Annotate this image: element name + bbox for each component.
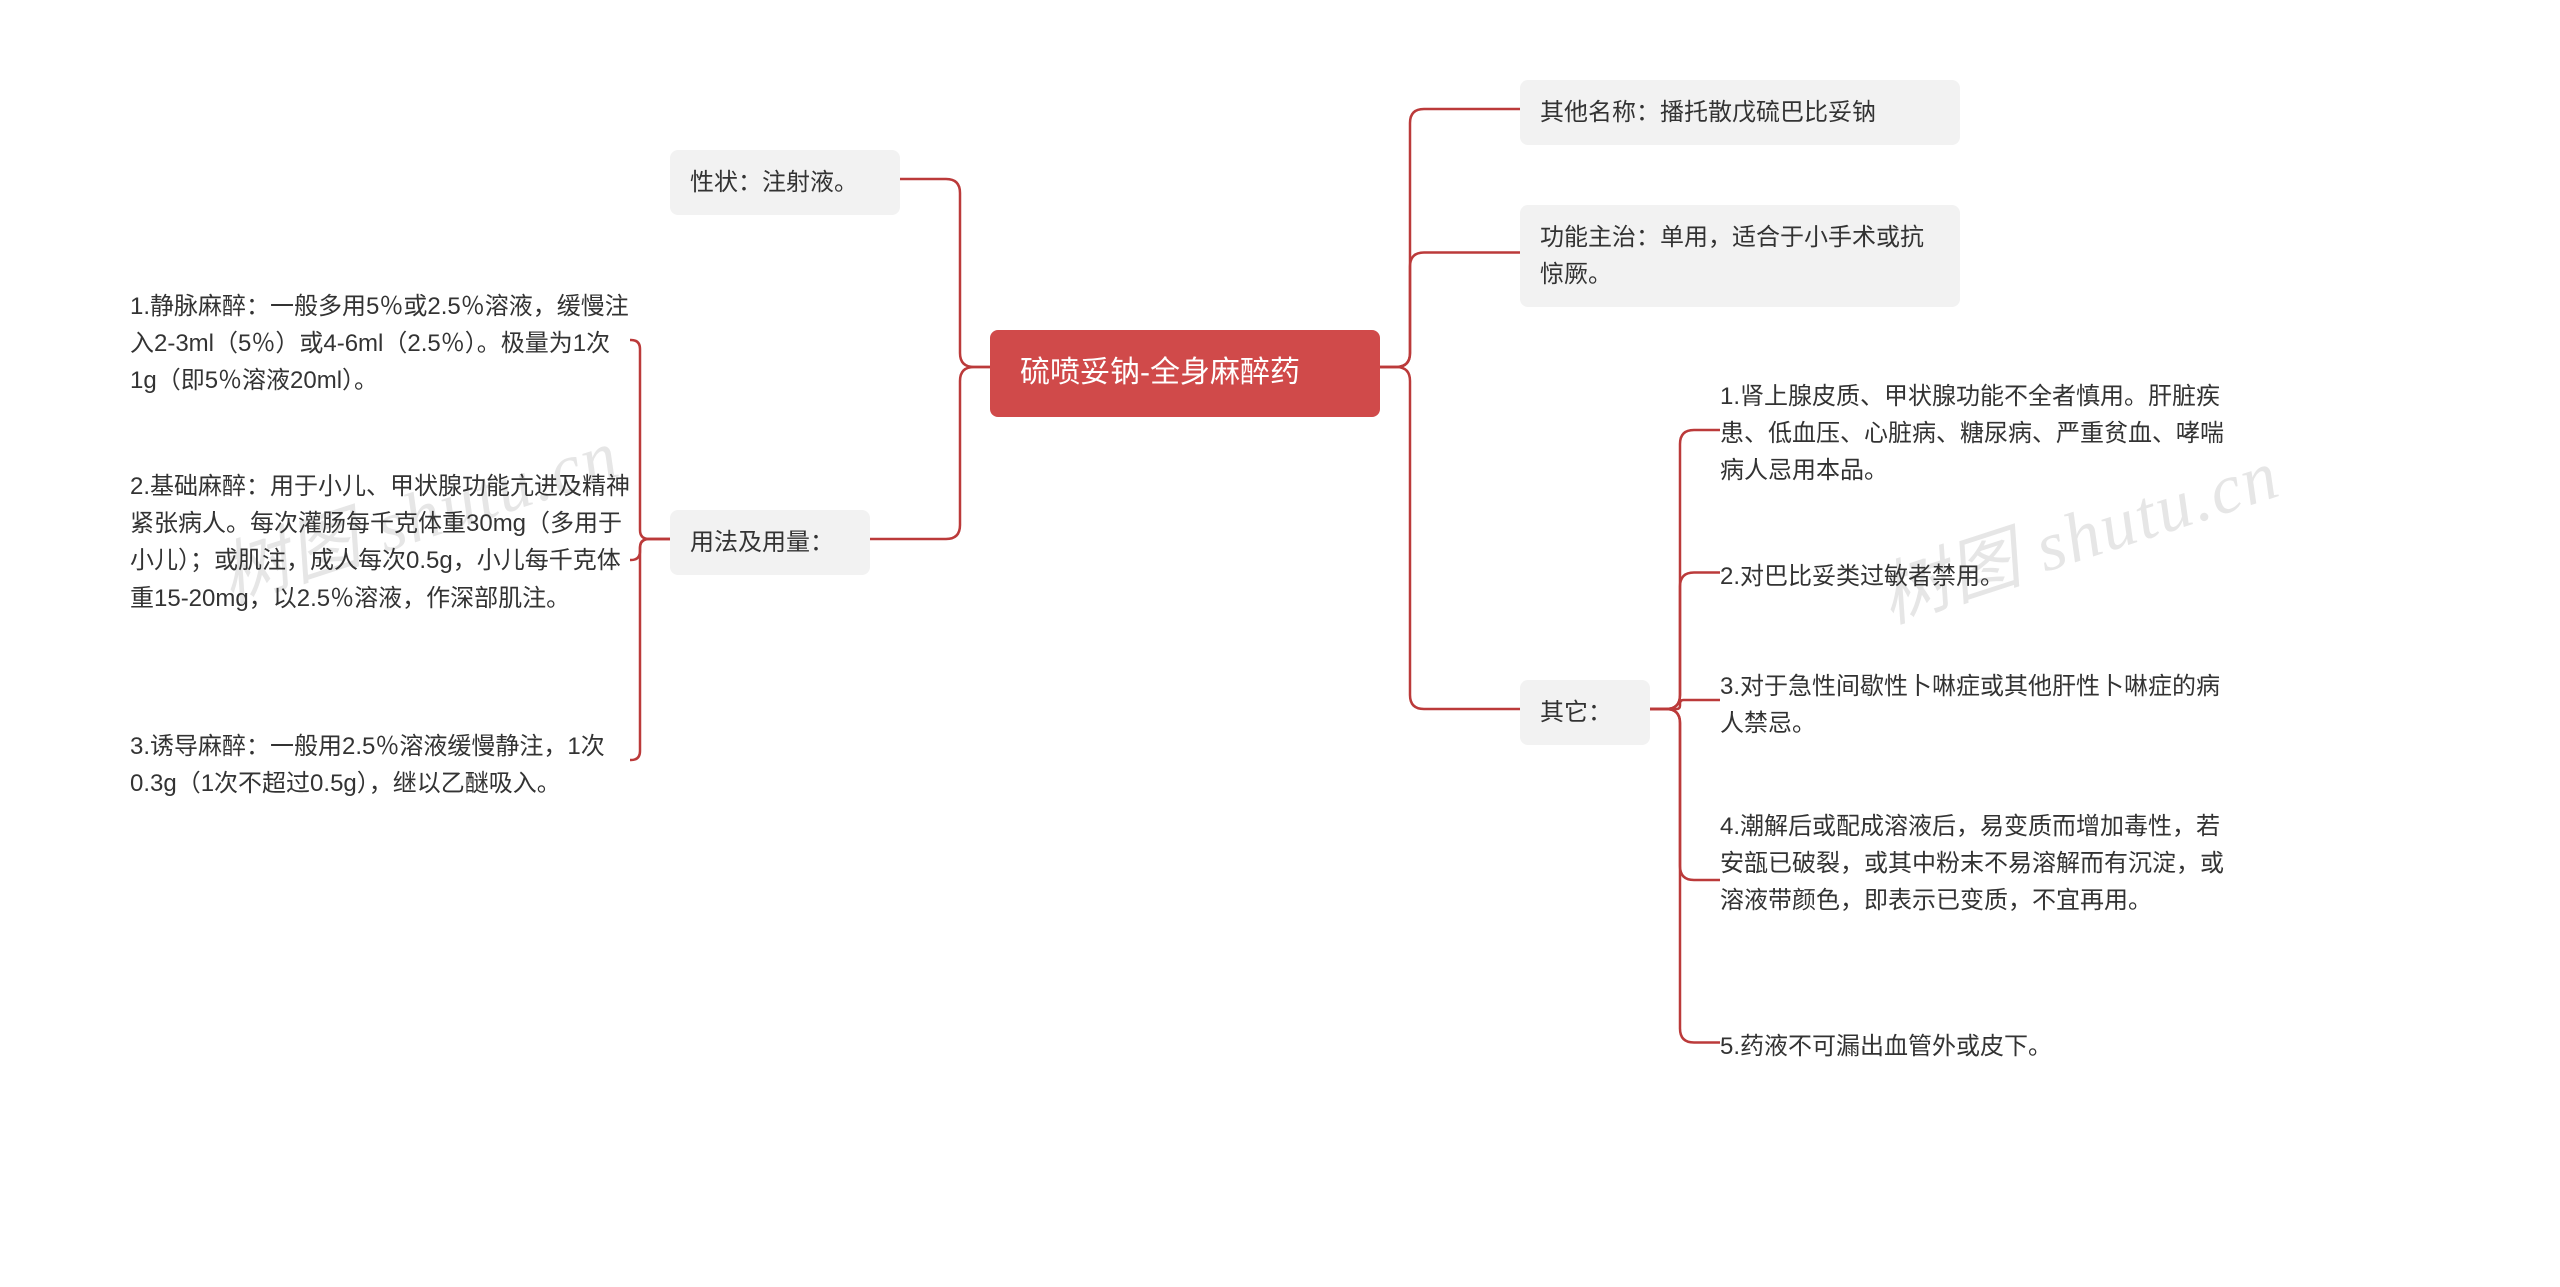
leaf-other-1: 1.肾上腺皮质、甲状腺功能不全者慎用。肝脏疾患、低血压、心脏病、糖尿病、严重贫血…: [1720, 370, 2230, 498]
branch-other: 其它：: [1520, 680, 1650, 745]
connector-layer: [0, 0, 2560, 1287]
root-node: 硫喷妥钠-全身麻醉药: [990, 330, 1380, 417]
leaf-usage-1: 1.静脉麻醉：一般多用5％或2.5％溶液，缓慢注入2-3ml（5％）或4-6ml…: [130, 280, 630, 408]
leaf-other-4: 4.潮解后或配成溶液后，易变质而增加毒性，若安瓿已破裂，或其中粉末不易溶解而有沉…: [1720, 800, 2230, 928]
branch-function: 功能主治：单用，适合于小手术或抗惊厥。: [1520, 205, 1960, 307]
leaf-other-3: 3.对于急性间歇性卜啉症或其他肝性卜啉症的病人禁忌。: [1720, 660, 2230, 750]
leaf-other-2: 2.对巴比妥类过敏者禁用。: [1720, 550, 2230, 603]
branch-other-names: 其他名称：播托散戊硫巴比妥钠: [1520, 80, 1960, 145]
leaf-usage-3: 3.诱导麻醉：一般用2.5％溶液缓慢静注，1次0.3g（1次不超过0.5g），继…: [130, 720, 630, 810]
leaf-usage-2: 2.基础麻醉：用于小儿、甲状腺功能亢进及精神紧张病人。每次灌肠每千克体重30mg…: [130, 460, 630, 625]
branch-properties: 性状：注射液。: [670, 150, 900, 215]
leaf-other-5: 5.药液不可漏出血管外或皮下。: [1720, 1020, 2230, 1073]
branch-usage: 用法及用量：: [670, 510, 870, 575]
